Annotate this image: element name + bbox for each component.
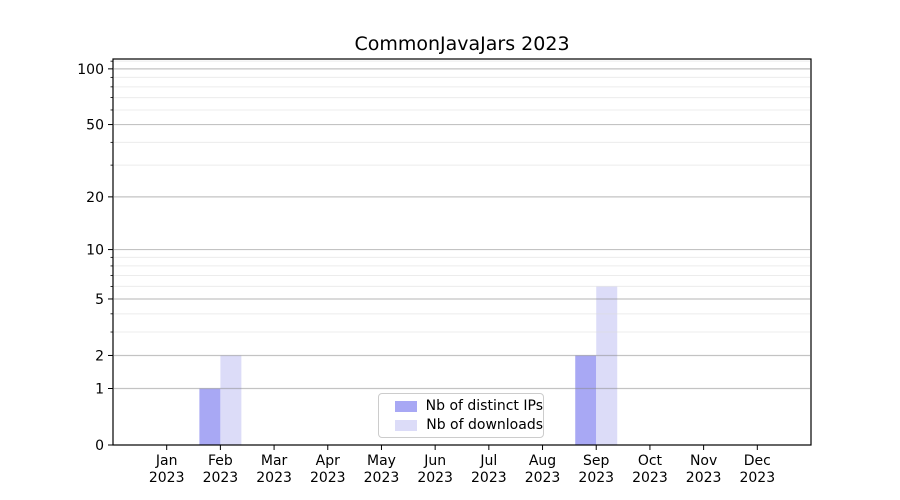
- x-tick-label-year: 2023: [632, 470, 668, 486]
- x-tick-label-month: Oct: [638, 453, 663, 469]
- bar-ips-sep: [575, 355, 597, 445]
- x-tick-label-year: 2023: [310, 470, 346, 486]
- legend-swatch-downloads: [395, 419, 418, 431]
- x-tick-label-year: 2023: [364, 470, 400, 486]
- x-tick-label-month: May: [367, 453, 396, 469]
- legend-label-distinct-ips: Nb of distinct IPs: [425, 398, 543, 414]
- y-tick-label: 10: [86, 243, 104, 259]
- legend-item-distinct-ips: Nb of distinct IPs: [395, 398, 543, 414]
- x-tick-label-year: 2023: [686, 470, 722, 486]
- x-tick-label-month: Feb: [208, 453, 233, 469]
- legend-swatch-distinct-ips: [395, 400, 417, 412]
- x-tick-label-year: 2023: [149, 470, 185, 486]
- y-tick-label: 0: [95, 438, 104, 454]
- bar-ips-feb: [199, 388, 221, 445]
- y-tick-label: 5: [95, 292, 104, 308]
- x-tick-label-year: 2023: [417, 470, 453, 486]
- x-tick-label-month: Apr: [316, 453, 340, 469]
- chart-title: CommonJavaJars 2023: [354, 33, 570, 55]
- bar-downloads-feb: [220, 355, 242, 445]
- legend-item-downloads: Nb of downloads: [395, 417, 543, 433]
- y-tick-label: 1: [95, 382, 104, 398]
- x-tick-label-month: Jun: [423, 453, 446, 469]
- x-tick-label-month: Jul: [479, 453, 497, 469]
- x-tick-label-year: 2023: [256, 470, 292, 486]
- x-tick-label-month: Sep: [583, 453, 610, 469]
- x-tick-label-month: Dec: [744, 453, 771, 469]
- x-tick-label-year: 2023: [525, 470, 561, 486]
- bar-downloads-sep: [596, 286, 618, 445]
- x-tick-label-month: Aug: [529, 453, 556, 469]
- y-tick-label: 100: [77, 62, 104, 78]
- x-tick-label-year: 2023: [471, 470, 507, 486]
- y-tick-label: 20: [86, 190, 104, 206]
- x-tick-label-year: 2023: [203, 470, 239, 486]
- x-tick-label-month: Mar: [261, 453, 288, 469]
- legend-label-downloads: Nb of downloads: [426, 417, 543, 433]
- legend: Nb of distinct IPs Nb of downloads: [378, 393, 544, 438]
- y-tick-label: 50: [86, 118, 104, 134]
- x-tick-label-year: 2023: [739, 470, 775, 486]
- x-tick-label-month: Nov: [690, 453, 717, 469]
- x-tick-label-year: 2023: [578, 470, 614, 486]
- plot-border: [112, 58, 812, 446]
- x-tick-label-month: Jan: [155, 453, 178, 469]
- y-tick-label: 2: [95, 348, 104, 364]
